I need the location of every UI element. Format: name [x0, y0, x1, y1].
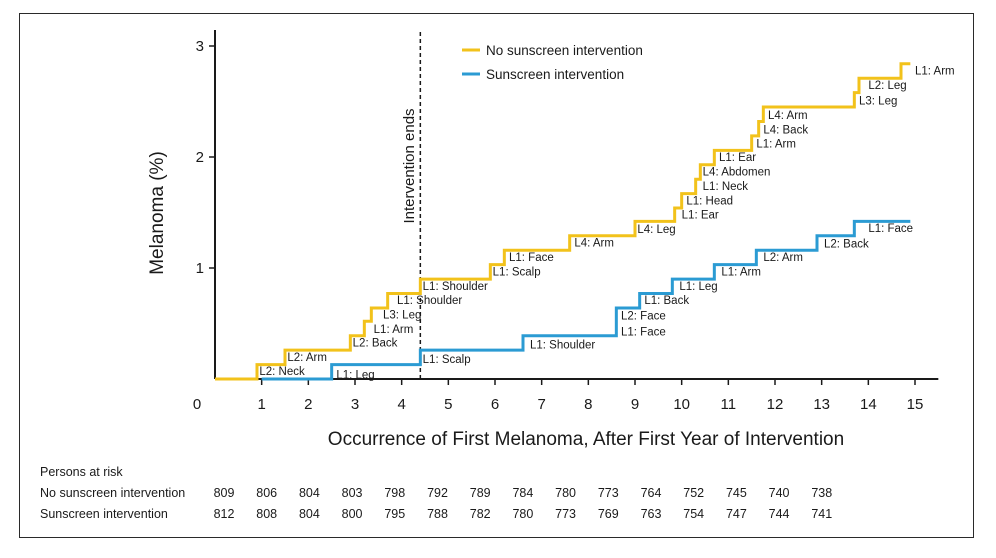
figure-frame — [19, 13, 974, 538]
risk-value: 795 — [384, 507, 405, 521]
step-label: L2: Back — [353, 337, 398, 349]
x-axis-title: Occurrence of First Melanoma, After Firs… — [328, 429, 844, 450]
risk-value: 764 — [641, 486, 662, 500]
step-label: L1: Scalp — [493, 266, 541, 278]
risk-value: 803 — [342, 486, 363, 500]
x-tick-label: 7 — [537, 396, 545, 413]
risk-value: 782 — [470, 507, 491, 521]
risk-value: 792 — [427, 486, 448, 500]
step-label: L1: Ear — [719, 152, 756, 164]
x-tick-label: 10 — [673, 396, 690, 413]
x-tick-label: 9 — [631, 396, 639, 413]
y-tick-label: 1 — [196, 260, 204, 277]
risk-value: 789 — [470, 486, 491, 500]
step-label: L1: Face — [509, 252, 554, 264]
risk-value: 752 — [683, 486, 704, 500]
step-label: L2: Face — [621, 311, 666, 323]
y-axis-title: Melanoma (%) — [147, 151, 168, 275]
legend-label: No sunscreen intervention — [486, 43, 643, 58]
risk-value: 798 — [384, 486, 405, 500]
step-label: L1: Scalp — [423, 354, 471, 366]
step-label: L1: Arm — [915, 65, 955, 77]
x-tick-label: 1 — [257, 396, 265, 413]
risk-value: 754 — [683, 507, 704, 521]
risk-value: 780 — [512, 507, 533, 521]
step-label: L1: Ear — [682, 210, 719, 222]
x-tick-label: 15 — [907, 396, 924, 413]
risk-value: 763 — [641, 507, 662, 521]
step-label: L1: Arm — [756, 139, 796, 151]
risk-value: 800 — [342, 507, 363, 521]
x-tick-label: 11 — [721, 396, 737, 413]
step-label: L2: Leg — [868, 80, 906, 92]
risk-value: 745 — [726, 486, 747, 500]
step-label: L1: Arm — [374, 324, 414, 336]
x-tick-label: 5 — [444, 396, 452, 413]
x-tick-label: 6 — [491, 396, 499, 413]
step-label: L1: Face — [621, 326, 666, 338]
step-label: L1: Leg — [679, 281, 717, 293]
step-label: L1: Back — [644, 295, 689, 307]
risk-value: 788 — [427, 507, 448, 521]
risk-value: 804 — [299, 507, 320, 521]
risk-value: 784 — [512, 486, 533, 500]
risk-value: 773 — [598, 486, 619, 500]
step-label: L1: Leg — [336, 370, 374, 382]
x-tick-label: 0 — [193, 396, 201, 413]
risk-value: 808 — [256, 507, 277, 521]
step-label: L4: Leg — [637, 224, 675, 236]
risk-value: 769 — [598, 507, 619, 521]
risk-value: 747 — [726, 507, 747, 521]
x-tick-label: 14 — [860, 396, 877, 413]
risk-row-label: Sunscreen intervention — [40, 507, 168, 521]
series-line-no-sunscreen — [215, 62, 911, 381]
step-label: L4: Arm — [768, 110, 808, 122]
risk-row-label: No sunscreen intervention — [40, 486, 185, 500]
risk-value: 806 — [256, 486, 277, 500]
x-tick-label: 2 — [304, 396, 312, 413]
x-tick-label: 12 — [767, 396, 784, 413]
step-label: L1: Arm — [721, 266, 761, 278]
risk-value: 812 — [214, 507, 235, 521]
step-label: L4: Back — [763, 124, 808, 136]
risk-value: 804 — [299, 486, 320, 500]
step-label: L2: Neck — [259, 366, 305, 378]
legend-label: Sunscreen intervention — [486, 67, 624, 82]
risk-value: 738 — [811, 486, 832, 500]
step-label: L4: Abdomen — [703, 166, 771, 178]
intervention-end-label: Intervention ends — [401, 108, 418, 223]
risk-value: 773 — [555, 507, 576, 521]
step-label: L4: Arm — [574, 237, 614, 249]
step-label: L1: Head — [686, 195, 733, 207]
step-label: L1: Shoulder — [530, 340, 595, 352]
step-label: L1: Neck — [703, 181, 749, 193]
y-tick-label: 3 — [196, 38, 204, 55]
risk-table-heading: Persons at risk — [40, 465, 123, 479]
risk-value: 741 — [811, 507, 832, 521]
step-label: L2: Back — [824, 239, 869, 251]
step-label: L2: Arm — [763, 252, 803, 264]
risk-value: 744 — [769, 507, 790, 521]
series-line-sunscreen — [261, 219, 911, 381]
step-label: L1: Shoulder — [423, 281, 488, 293]
risk-value: 809 — [214, 486, 235, 500]
step-label: L1: Shoulder — [397, 295, 462, 307]
x-tick-label: 3 — [351, 396, 359, 413]
x-tick-label: 13 — [813, 396, 830, 413]
step-label: L2: Arm — [287, 352, 327, 364]
step-label: L3: Leg — [383, 310, 421, 322]
risk-value: 780 — [555, 486, 576, 500]
step-label: L3: Leg — [859, 95, 897, 107]
step-label: L1: Face — [868, 223, 913, 235]
y-tick-label: 2 — [196, 149, 204, 166]
risk-value: 740 — [769, 486, 790, 500]
x-tick-label: 4 — [397, 396, 405, 413]
x-tick-label: 8 — [584, 396, 592, 413]
